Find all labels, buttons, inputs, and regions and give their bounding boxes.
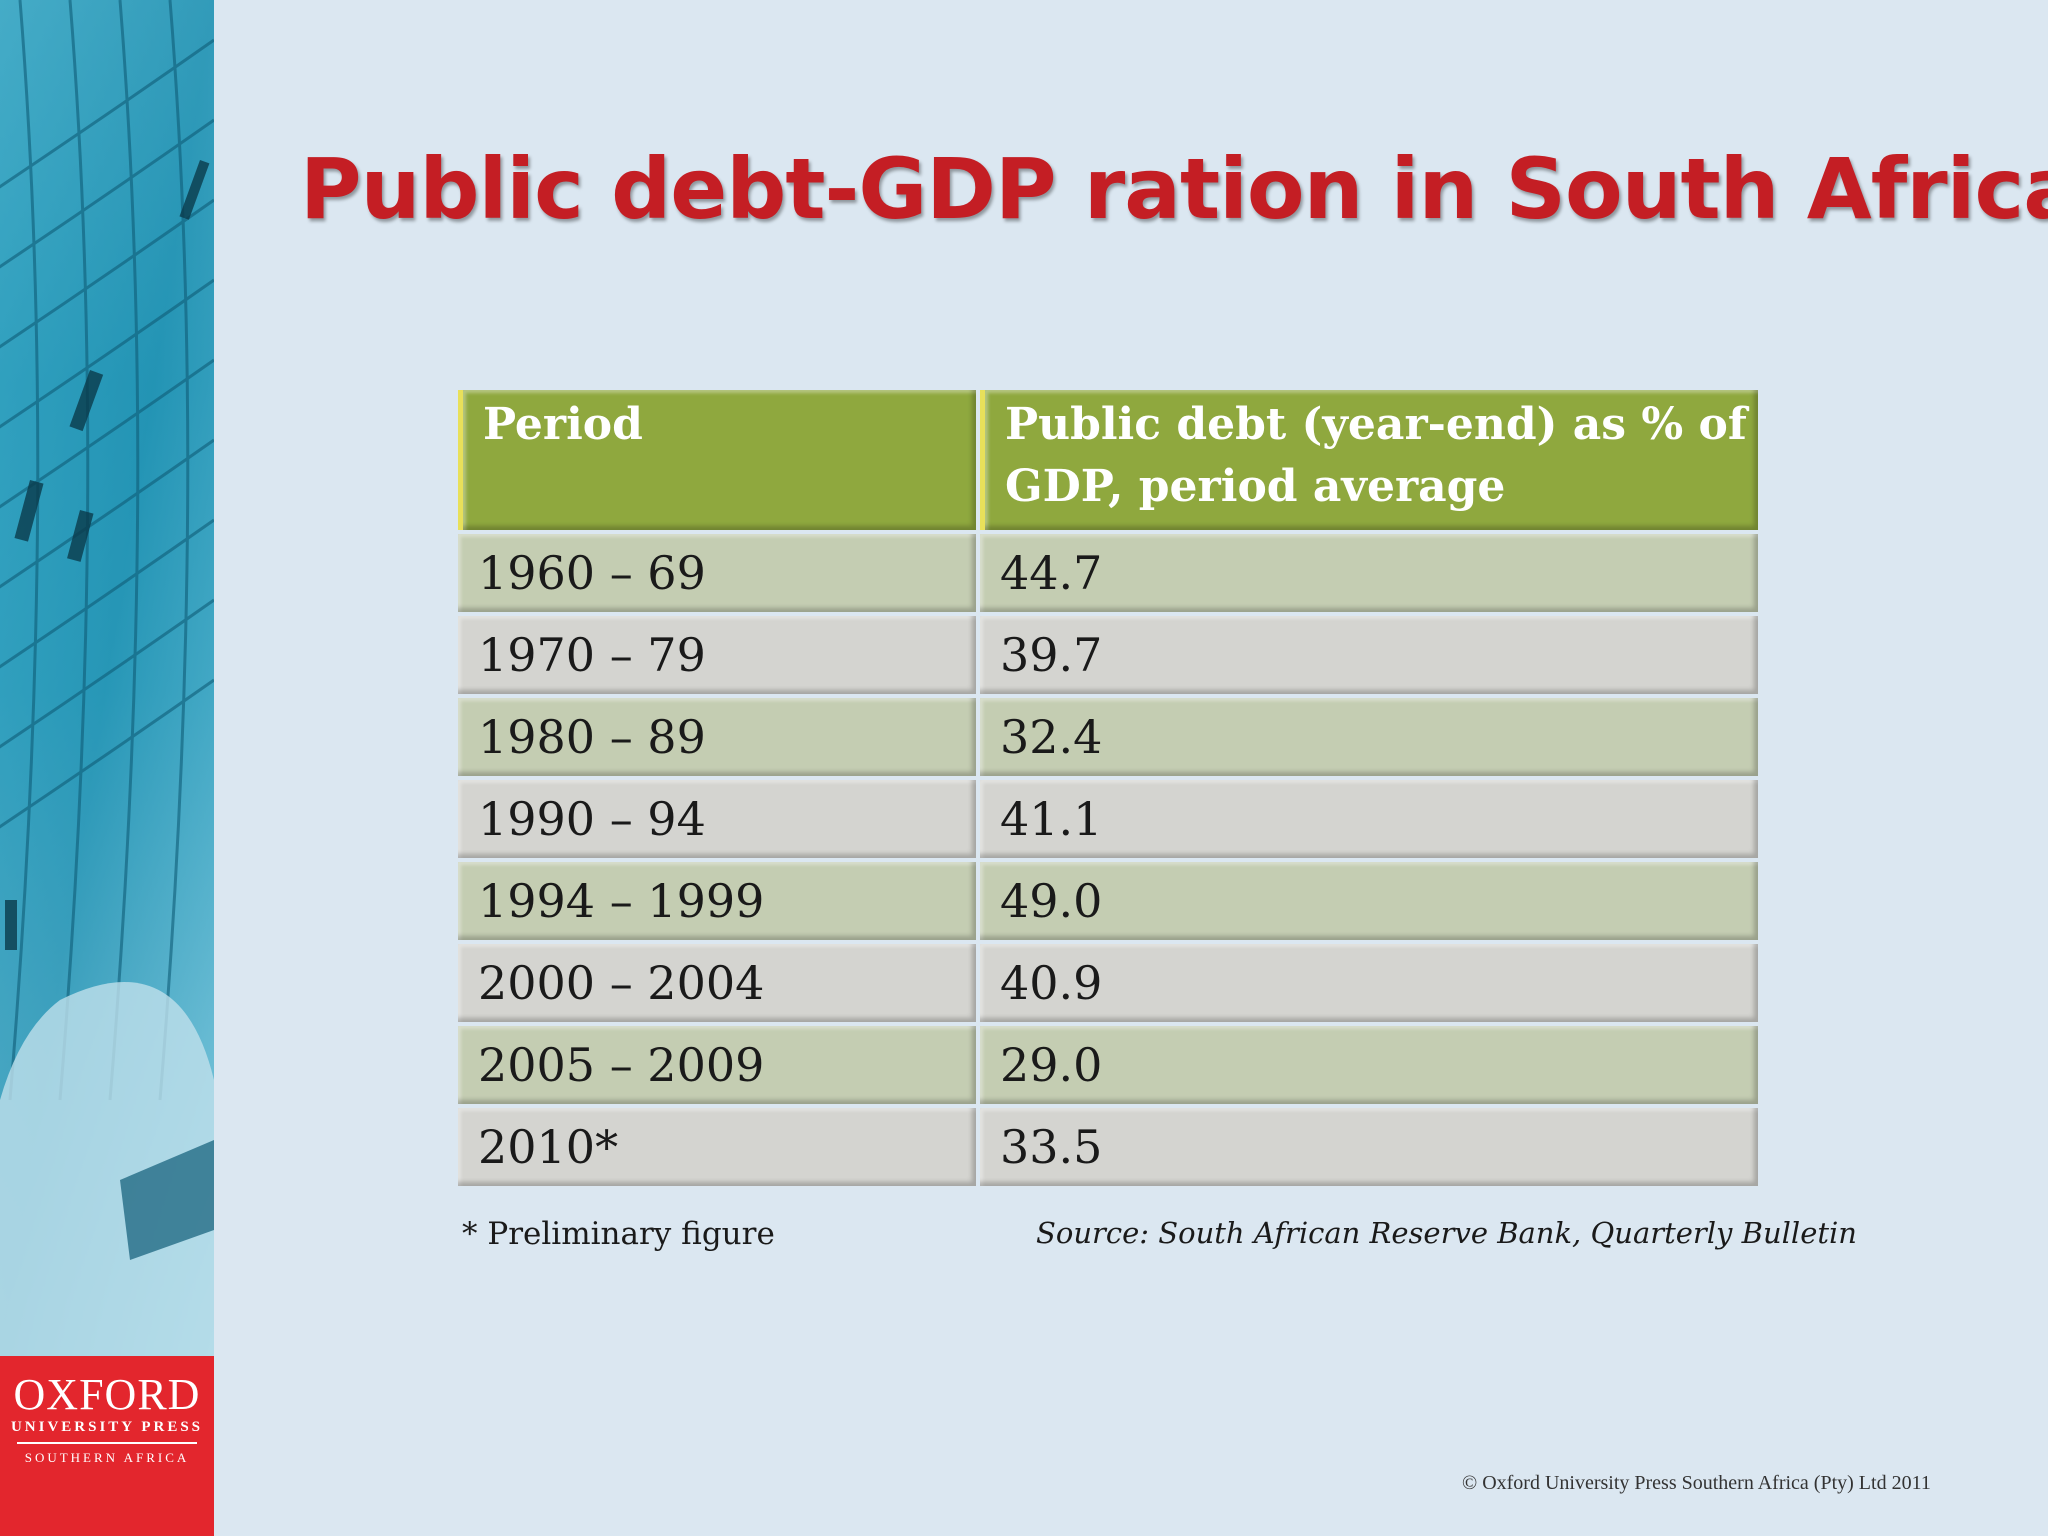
period-cell: 2000 – 2004 [458, 944, 976, 1022]
header-period: Period [458, 390, 976, 530]
logo-name: OXFORD [13, 1370, 201, 1419]
footnote: * Preliminary figure [462, 1216, 775, 1252]
table-row: 2005 – 2009 29.0 [458, 1026, 1758, 1104]
period-cell: 1990 – 94 [458, 780, 976, 858]
copyright-notice: © Oxford University Press Southern Afric… [1462, 1472, 1931, 1494]
table-row: 1990 – 94 41.1 [458, 780, 1758, 858]
logo-line1: UNIVERSITY PRESS [10, 1419, 204, 1435]
value-cell: 49.0 [980, 862, 1758, 940]
value-cell: 41.1 [980, 780, 1758, 858]
table-row: 1960 – 69 44.7 [458, 534, 1758, 612]
value-cell: 32.4 [980, 698, 1758, 776]
period-cell: 2005 – 2009 [458, 1026, 976, 1104]
period-cell: 1994 – 1999 [458, 862, 976, 940]
value-cell: 40.9 [980, 944, 1758, 1022]
period-cell: 1970 – 79 [458, 616, 976, 694]
logo-rule [17, 1442, 197, 1444]
table-row: 1980 – 89 32.4 [458, 698, 1758, 776]
value-cell: 44.7 [980, 534, 1758, 612]
value-cell: 39.7 [980, 616, 1758, 694]
slide-title: Public debt-GDP ration in South Africa [300, 140, 2048, 238]
table-header-row: Period Public debt (year-end) as % of GD… [458, 390, 1758, 530]
table-row: 2010* 33.5 [458, 1108, 1758, 1186]
period-cell: 1980 – 89 [458, 698, 976, 776]
table-row: 2000 – 2004 40.9 [458, 944, 1758, 1022]
logo-line2: SOUTHERN AFRICA [24, 1450, 190, 1465]
table-row: 1970 – 79 39.7 [458, 616, 1758, 694]
header-debt: Public debt (year-end) as % of GDP, peri… [980, 390, 1758, 530]
table-row: 1994 – 1999 49.0 [458, 862, 1758, 940]
period-cell: 2010* [458, 1108, 976, 1186]
oxford-logo: OXFORD UNIVERSITY PRESS SOUTHERN AFRICA [0, 1356, 214, 1536]
value-cell: 29.0 [980, 1026, 1758, 1104]
building-glass-graphic [0, 0, 214, 1356]
debt-table: Period Public debt (year-end) as % of GD… [454, 386, 1762, 1190]
period-cell: 1960 – 69 [458, 534, 976, 612]
decorative-building-panel: OXFORD UNIVERSITY PRESS SOUTHERN AFRICA [0, 0, 214, 1536]
value-cell: 33.5 [980, 1108, 1758, 1186]
source-note: Source: South African Reserve Bank, Quar… [1036, 1216, 1857, 1250]
